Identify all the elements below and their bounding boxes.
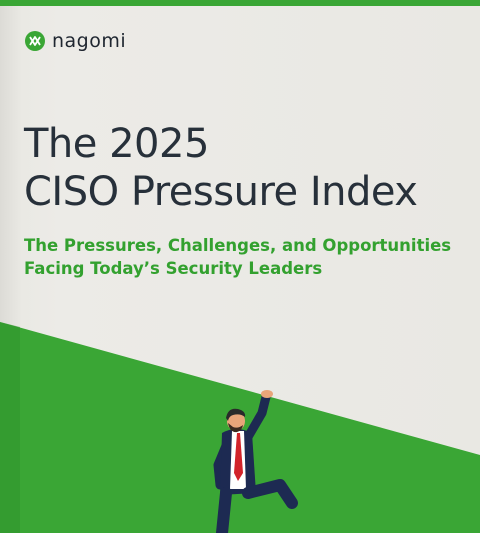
top-accent-bar (0, 0, 480, 6)
brand-name: nagomi (52, 30, 127, 52)
subtitle-line-2: Facing Today’s Security Leaders (24, 259, 323, 278)
brand-logo: nagomi (24, 30, 126, 52)
title-line-1: The 2025 (24, 121, 209, 167)
subtitle-line-1: The Pressures, Challenges, and Opportuni… (24, 236, 452, 255)
title-line-2: CISO Pressure Index (24, 169, 418, 215)
report-title: The 2025 CISO Pressure Index (24, 120, 474, 216)
nagomi-logo-icon (25, 31, 45, 51)
report-subtitle: The Pressures, Challenges, and Opportuni… (24, 234, 474, 280)
businessman-pushing-slope-illustration (213, 390, 298, 533)
